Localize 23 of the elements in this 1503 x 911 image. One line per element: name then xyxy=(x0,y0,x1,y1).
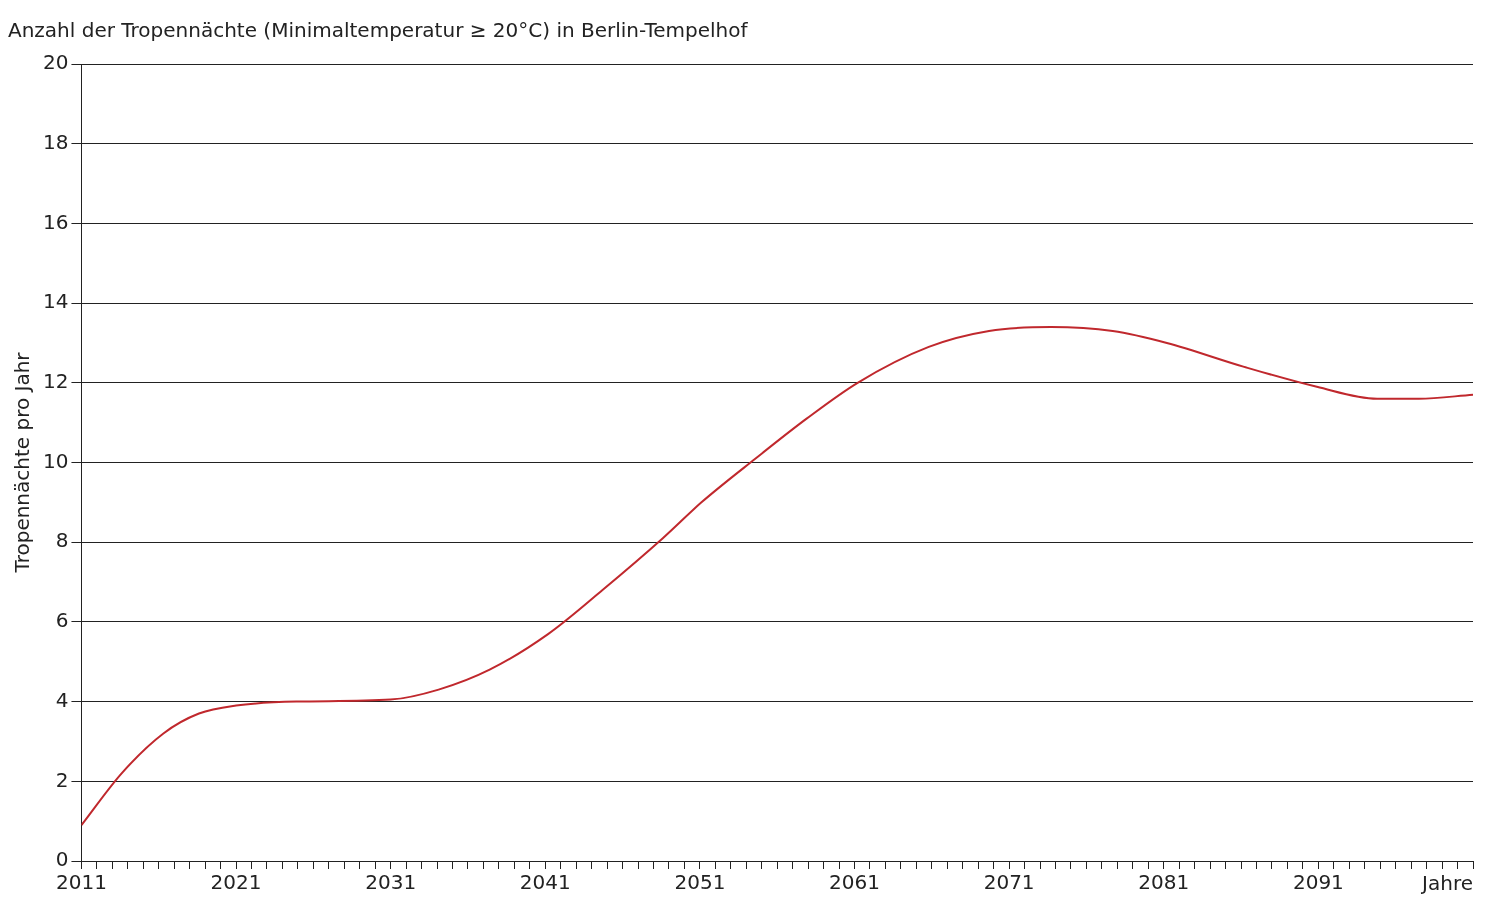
x-tick-label: 2011 xyxy=(56,870,107,895)
x-axis-title: Jahre xyxy=(1420,871,1473,896)
y-tick-label: 14 xyxy=(43,289,69,314)
y-tick-label: 0 xyxy=(55,847,69,872)
y-tick-label: 2 xyxy=(55,767,69,792)
y-tick-label: 8 xyxy=(55,528,69,553)
y-tick-label: 6 xyxy=(55,608,69,633)
y-tick-label: 16 xyxy=(43,209,69,234)
y-tick-label: 12 xyxy=(43,369,69,393)
x-tick-label: 2051 xyxy=(674,870,726,895)
y-tick-label: 20 xyxy=(43,50,69,75)
x-tick-label: 2031 xyxy=(365,870,417,895)
y-tick-label: 18 xyxy=(43,129,69,154)
x-tick-label: 2091 xyxy=(1292,870,1344,895)
x-tick-label: 2081 xyxy=(1138,870,1190,895)
chart-title: Anzahl der Tropennächte (Minimaltemperatur ≥ 20°C) in Berlin-Tempelhof xyxy=(8,18,749,43)
y-tick-label: 10 xyxy=(43,448,69,473)
y-axis-title: Tropennächte pro Jahr xyxy=(10,351,35,574)
y-tick-label: 4 xyxy=(55,687,69,712)
x-tick-label: 2021 xyxy=(210,870,262,895)
x-tick-label: 2071 xyxy=(983,870,1035,895)
x-tick-label: 2061 xyxy=(829,870,880,895)
x-tick-label: 2041 xyxy=(519,870,571,895)
